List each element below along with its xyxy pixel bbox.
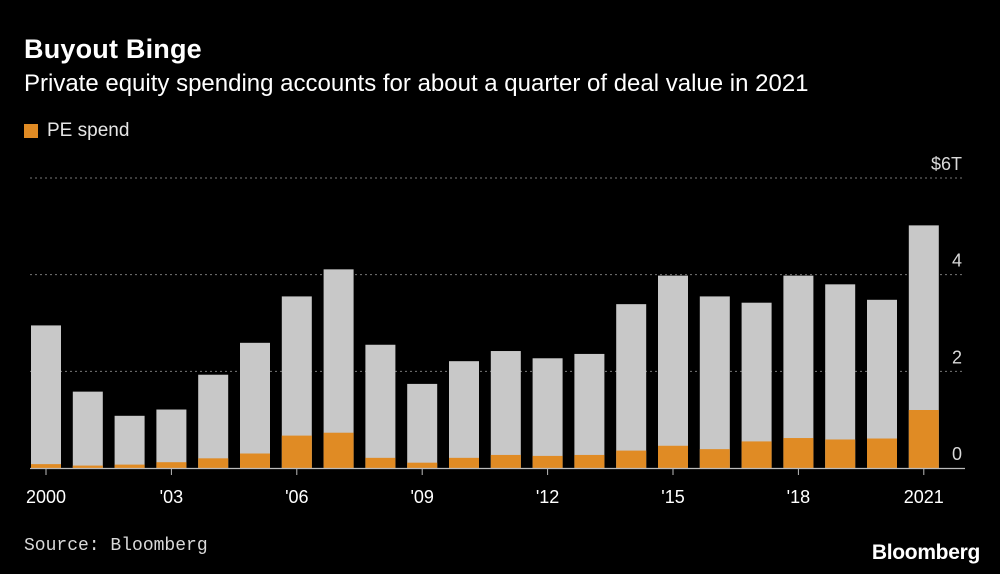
bar-pe (574, 454, 605, 468)
bar-pe (658, 445, 688, 468)
bar-total (532, 358, 563, 468)
source-note: Source: Bloomberg (24, 536, 208, 556)
x-tick-label: 2000 (26, 487, 66, 507)
bar-total (156, 409, 187, 468)
y-tick-label: 0 (952, 444, 962, 464)
y-tick-label: 4 (952, 251, 962, 271)
chart-title: Buyout Binge (24, 34, 202, 64)
bar-total (449, 361, 479, 468)
y-tick-label: 2 (952, 347, 962, 367)
bar-pe (490, 454, 521, 468)
bar-pe (699, 449, 730, 468)
x-tick-label: '18 (787, 487, 810, 507)
bar-total (741, 302, 772, 468)
x-tick-label: '12 (536, 487, 559, 507)
x-tick-label: '06 (285, 487, 308, 507)
bar-pe (240, 453, 270, 468)
bar-pe (323, 432, 354, 468)
legend-label-pe: PE spend (47, 120, 130, 141)
bar-pe (908, 410, 939, 468)
bar-total (365, 344, 396, 468)
bar-total (658, 275, 688, 468)
bar-total (407, 383, 438, 468)
bar-total (616, 304, 647, 468)
bar-pe (198, 458, 229, 468)
bar-total (31, 325, 61, 468)
bar-total (240, 342, 270, 468)
bar-pe (449, 457, 479, 468)
x-tick-label: '15 (661, 487, 684, 507)
bar-total (825, 284, 856, 468)
bar-total (198, 374, 229, 468)
bar-pe (114, 464, 145, 468)
bar-pe (365, 457, 396, 468)
bar-total (783, 275, 814, 468)
bar-total (574, 353, 605, 468)
bar-pe (616, 450, 647, 468)
bar-pe (783, 438, 814, 468)
x-tick-label: '03 (160, 487, 183, 507)
legend-swatch-pe (24, 124, 38, 138)
bar-pe (156, 462, 187, 468)
brand-logo: Bloomberg (871, 541, 980, 564)
bar-total (72, 391, 103, 468)
bar-pe (72, 465, 103, 468)
y-tick-label: $6T (931, 154, 962, 174)
bar-total (699, 296, 730, 468)
bar-total (490, 351, 521, 468)
bar-pe (741, 441, 772, 468)
bar-total (114, 415, 145, 468)
bar-pe (867, 438, 897, 468)
bar-pe (281, 435, 312, 468)
bar-pe (825, 439, 856, 468)
legend: PE spend (24, 120, 129, 142)
bar-pe (532, 455, 563, 468)
x-tick-label: 2021 (904, 487, 944, 507)
chart-subtitle: Private equity spending accounts for abo… (24, 70, 809, 97)
bar-pe (407, 462, 438, 468)
x-tick-label: '09 (410, 487, 433, 507)
bar-pe (31, 464, 61, 468)
